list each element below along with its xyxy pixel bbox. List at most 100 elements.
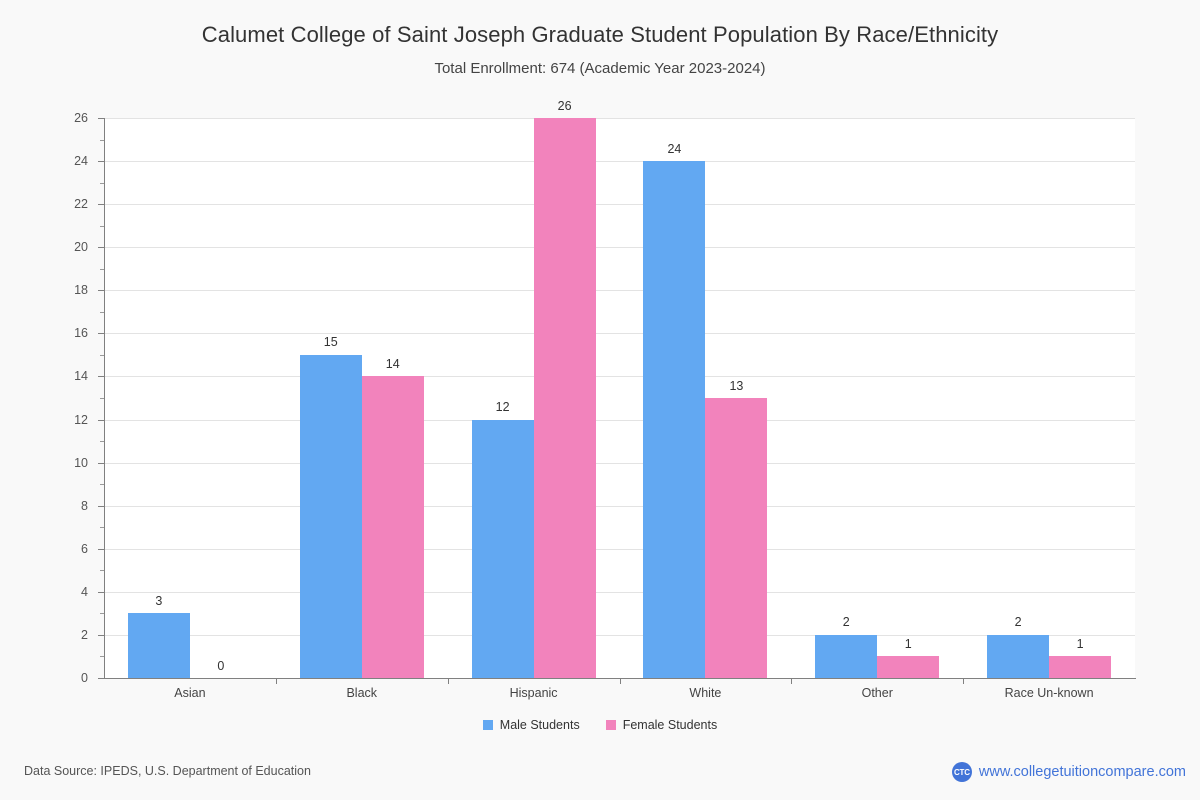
chart-subtitle: Total Enrollment: 674 (Academic Year 202… [434, 60, 766, 77]
legend-swatch-icon [605, 720, 616, 731]
gridline [104, 247, 1135, 249]
legend-swatch-icon [482, 720, 493, 731]
y-axis-label: 10 [74, 455, 88, 470]
y-axis-tick [98, 333, 104, 335]
y-axis-minor-tick [100, 139, 104, 141]
y-axis-label: 8 [81, 498, 88, 513]
y-axis-minor-tick [100, 182, 104, 184]
y-axis-label: 26 [74, 111, 88, 125]
y-axis-minor-tick [100, 570, 104, 572]
y-axis-minor-tick [100, 225, 104, 227]
legend-item[interactable]: Male Students [482, 718, 580, 732]
gridline [104, 290, 1135, 292]
bar[interactable] [987, 634, 1050, 678]
y-axis-tick [98, 505, 104, 507]
x-axis-tick [619, 679, 621, 684]
x-axis-label: White [689, 686, 722, 700]
y-axis-minor-tick [100, 398, 104, 399]
y-axis-tick [98, 634, 104, 636]
bar[interactable] [471, 419, 534, 678]
bar-value-label: 12 [495, 400, 510, 415]
bar[interactable] [705, 398, 768, 678]
y-axis-tick [98, 548, 104, 550]
gridline [104, 419, 1135, 421]
y-axis-label: 22 [74, 197, 88, 212]
y-axis-minor-tick [100, 527, 104, 529]
bar[interactable] [815, 634, 878, 678]
bar-value-label: 1 [1076, 636, 1084, 651]
y-axis-tick [98, 591, 104, 593]
y-axis-label: 12 [74, 412, 88, 427]
bar-value-label: 15 [323, 335, 338, 350]
site-link-text: www.collegetuitioncompare.com [978, 763, 1186, 780]
x-axis-line [104, 678, 1136, 679]
y-axis-tick [98, 419, 104, 421]
y-axis-tick [98, 376, 104, 378]
y-axis-tick [98, 247, 104, 249]
y-axis-tick [98, 678, 104, 679]
gridline [104, 333, 1135, 335]
y-axis-label: 0 [81, 671, 88, 685]
y-axis-minor-tick [100, 656, 104, 658]
x-axis-tick [963, 679, 965, 684]
bar[interactable] [533, 118, 596, 678]
bar-value-label: 2 [842, 615, 850, 630]
bar[interactable] [299, 354, 362, 678]
gridline [104, 591, 1135, 593]
x-axis-label: Race Un-known [1004, 686, 1094, 700]
gridline [104, 505, 1135, 507]
page-title: Calumet College of Saint Joseph Graduate… [201, 22, 999, 47]
legend-item[interactable]: Female Students [605, 718, 718, 732]
ctc-logo-icon: CTC [951, 762, 972, 782]
plot-area [104, 118, 1135, 678]
y-axis-minor-tick [100, 311, 104, 313]
x-axis-label: Asian [174, 686, 206, 700]
gridline [104, 161, 1135, 163]
y-axis-tick [98, 290, 104, 292]
bar[interactable] [127, 613, 190, 678]
bar-value-label: 1 [904, 636, 912, 651]
bar[interactable] [643, 161, 706, 678]
y-axis-tick [98, 118, 104, 119]
y-axis-minor-tick [100, 613, 104, 615]
y-axis-minor-tick [100, 268, 104, 270]
y-axis-label: 20 [74, 240, 88, 255]
bar-value-label: 3 [155, 593, 163, 608]
bar[interactable] [361, 376, 424, 678]
bar-value-label: 13 [729, 378, 744, 393]
gridline [104, 376, 1135, 378]
x-axis-tick [791, 679, 793, 684]
x-axis-label: Other [861, 686, 893, 700]
y-axis-line [104, 118, 105, 679]
y-axis-label: 4 [81, 584, 88, 599]
y-axis-tick [98, 462, 104, 464]
site-link[interactable]: CTC www.collegetuitioncompare.com [951, 762, 1186, 782]
gridline [104, 118, 1135, 119]
bar-value-label: 14 [385, 356, 400, 371]
y-axis-label: 14 [74, 369, 88, 384]
gridline [104, 548, 1135, 550]
bar[interactable] [877, 656, 940, 678]
y-axis-tick [98, 204, 104, 206]
bar-value-label: 24 [667, 141, 682, 156]
x-axis-tick [275, 679, 277, 684]
gridline [104, 634, 1135, 636]
legend-label: Male Students [499, 718, 580, 732]
legend-label: Female Students [622, 718, 718, 732]
bar-value-label: 2 [1014, 615, 1022, 630]
y-axis-label: 2 [81, 627, 88, 642]
y-axis-label: 6 [81, 541, 88, 556]
y-axis-minor-tick [100, 354, 104, 356]
bar-value-label: 0 [217, 658, 225, 673]
chart-legend: Male Students Female Students [0, 719, 1200, 732]
y-axis-tick [98, 161, 104, 163]
y-axis-label: 24 [74, 154, 88, 169]
y-axis-label: 16 [74, 326, 88, 341]
y-axis-minor-tick [100, 484, 104, 486]
gridline [104, 204, 1135, 206]
x-axis-label: Black [346, 686, 378, 700]
bar-value-label: 26 [557, 98, 572, 113]
bar[interactable] [1049, 656, 1112, 678]
data-source-text: Data Source: IPEDS, U.S. Department of E… [24, 764, 311, 778]
